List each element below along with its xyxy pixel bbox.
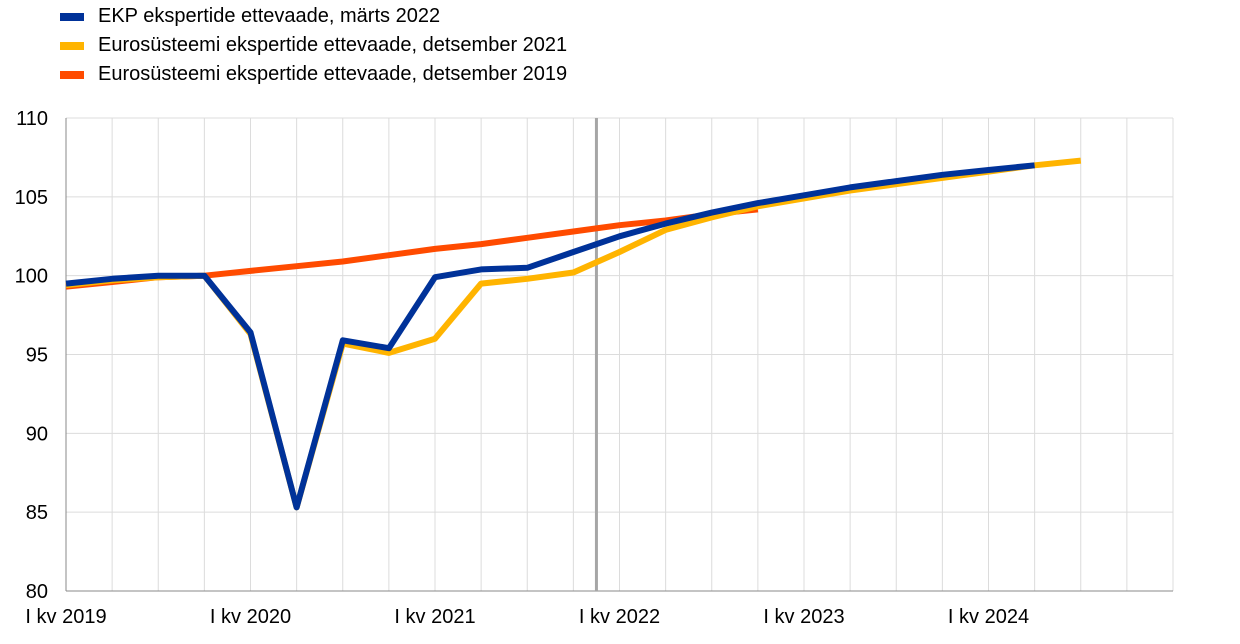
legend-item-ecb-march-2022: EKP ekspertide ettevaade, märts 2022 xyxy=(60,2,567,31)
legend-swatch xyxy=(60,12,84,21)
x-tick-label: I kv 2019 xyxy=(25,606,106,628)
x-tick-label: I kv 2022 xyxy=(579,606,660,628)
legend-swatch xyxy=(60,70,84,79)
chart-grid xyxy=(66,117,1174,591)
legend-label: Eurosüsteemi ekspertide ettevaade, detse… xyxy=(98,34,568,56)
legend-label: Eurosüsteemi ekspertide ettevaade, detse… xyxy=(98,63,568,85)
series-line xyxy=(65,162,1035,511)
chart-series xyxy=(65,157,1082,511)
y-tick-label: 100 xyxy=(15,266,48,288)
y-tick-label: 90 xyxy=(26,423,48,445)
legend-label: EKP ekspertide ettevaade, märts 2022 xyxy=(98,5,441,27)
y-tick-label: 110 xyxy=(16,108,48,130)
chart-axes xyxy=(65,118,1173,592)
chart-legend: EKP ekspertide ettevaade, märts 2022 Eur… xyxy=(60,2,567,89)
x-tick-label: I kv 2023 xyxy=(763,606,844,628)
y-tick-label: 85 xyxy=(26,502,48,524)
legend-item-eurosystem-dec-2021: Eurosüsteemi ekspertide ettevaade, detse… xyxy=(60,31,567,60)
x-tick-label: I kv 2024 xyxy=(948,606,1029,628)
x-tick-label: I kv 2021 xyxy=(394,606,475,628)
y-tick-label: 95 xyxy=(26,345,48,367)
legend-swatch xyxy=(60,41,84,50)
y-tick-label: 80 xyxy=(26,581,48,603)
legend-item-eurosystem-dec-2019: Eurosüsteemi ekspertide ettevaade, detse… xyxy=(60,60,567,89)
x-tick-label: I kv 2020 xyxy=(210,606,291,628)
y-tick-label: 105 xyxy=(15,187,48,209)
chart-tick-labels: 80 85 90 95 100 105 110 I kv 2019 I kv 2020 I kv … xyxy=(15,108,1029,628)
